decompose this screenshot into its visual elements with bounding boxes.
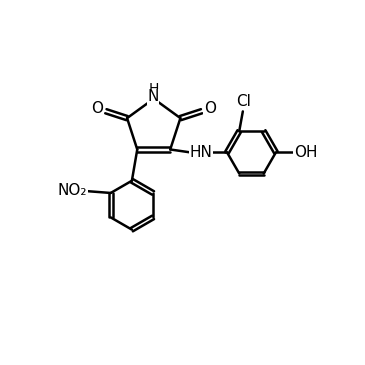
Text: N: N (147, 89, 159, 104)
Text: Cl: Cl (236, 94, 251, 109)
Text: O: O (91, 101, 103, 116)
Text: H: H (149, 82, 159, 96)
Text: O: O (204, 101, 216, 116)
Text: OH: OH (293, 145, 317, 160)
Text: NO₂: NO₂ (58, 183, 87, 198)
Text: HN: HN (189, 145, 212, 160)
